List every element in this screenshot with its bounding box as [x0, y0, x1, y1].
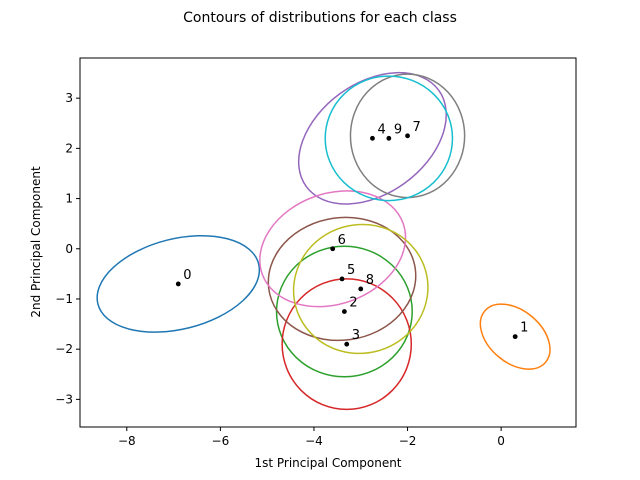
y-tick-label: 1	[65, 192, 73, 206]
class-center-point-5	[339, 276, 345, 282]
x-axis-label: 1st Principal Component	[254, 456, 401, 470]
y-axis-label: 2nd Principal Component	[29, 166, 43, 318]
class-center-point-7	[405, 133, 410, 139]
class-center-label-2: 2	[349, 296, 357, 311]
y-tick-label: −2	[55, 342, 73, 356]
x-tick-label: −2	[399, 434, 417, 448]
plot-area	[80, 58, 576, 427]
chart-title: Contours of distributions for each class	[183, 10, 457, 26]
x-tick-label: −6	[212, 434, 230, 448]
class-center-point-6	[330, 246, 336, 252]
x-tick-label: −8	[118, 434, 136, 448]
contour-ellipse-class-4	[297, 71, 447, 205]
class-center-label-7: 7	[413, 120, 421, 135]
contour-ellipse-class-8	[292, 223, 429, 355]
class-center-label-0: 0	[183, 268, 191, 283]
x-tick-label: 0	[497, 434, 505, 448]
contour-ellipse-class-6	[259, 190, 407, 308]
y-tick-label: 2	[65, 141, 73, 155]
x-tick-label: −4	[305, 434, 323, 448]
class-center-point-0	[175, 281, 181, 287]
axes-layer: −8 −6 −4 −2 0 −3 −2 −1 0 1 2 3	[55, 91, 505, 448]
class-center-point-9	[386, 135, 392, 141]
class-center-label-1: 1	[520, 321, 528, 336]
y-tick-label: 3	[65, 91, 73, 105]
class-center-point-1	[512, 334, 518, 340]
class-center-point-8	[358, 286, 364, 292]
class-center-label-8: 8	[366, 273, 374, 288]
contour-ellipse-class-1	[479, 303, 551, 370]
class-center-label-3: 3	[352, 328, 360, 343]
class-center-label-6: 6	[338, 233, 346, 248]
plot-layer: 0 1 2 3 4 56 7 8 9	[96, 71, 551, 411]
contour-ellipse-class-9	[324, 75, 454, 202]
class-center-label-4: 4	[377, 122, 385, 137]
y-tick-label: −1	[55, 292, 73, 306]
contour-ellipse-class-0	[96, 234, 261, 333]
class-center-point-3	[344, 341, 350, 347]
y-tick-label: −3	[55, 392, 73, 406]
contour-ellipse-class-3	[281, 278, 413, 411]
class-center-label-5: 5	[347, 263, 355, 278]
class-center-point-2	[341, 309, 347, 314]
class-center-point-4	[370, 135, 375, 141]
plot-frame	[79, 57, 577, 428]
y-tick-label: 0	[65, 242, 73, 256]
contour-ellipse-class-5	[267, 216, 417, 342]
class-center-label-9: 9	[394, 122, 402, 137]
